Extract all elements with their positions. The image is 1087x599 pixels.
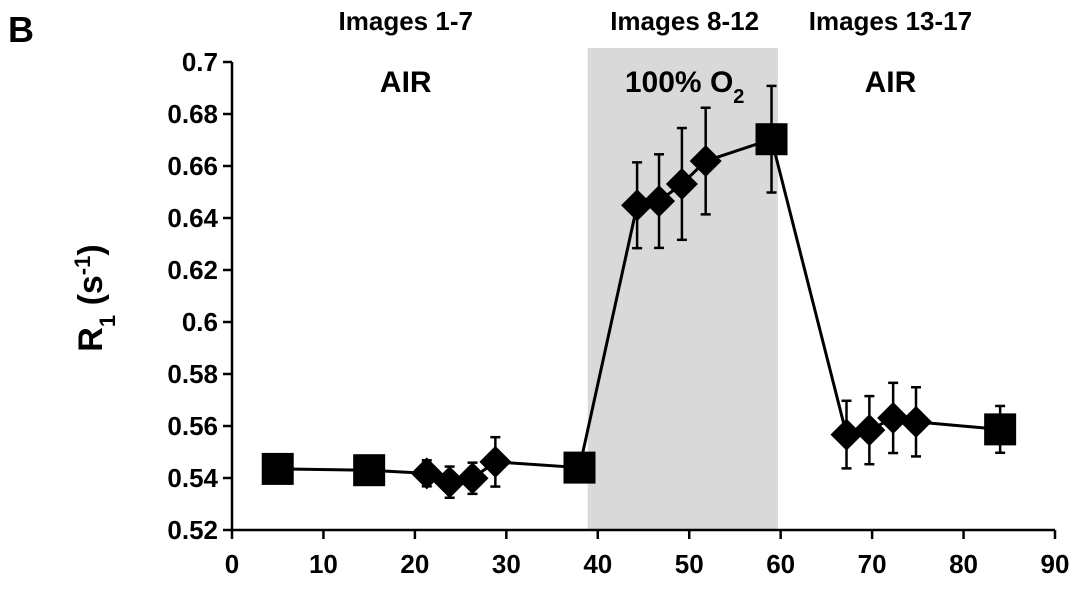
phase-header: Images 13-17 (809, 6, 972, 36)
phase-header: Images 1-7 (339, 6, 473, 36)
data-point-diamond (853, 414, 886, 447)
y-tick-label: 0.68 (167, 99, 218, 129)
data-point-diamond (830, 418, 863, 451)
data-point-diamond (665, 167, 698, 200)
x-tick-label: 30 (492, 549, 521, 579)
y-tick-label: 0.7 (182, 47, 218, 77)
data-point-diamond (433, 466, 466, 499)
y-label-superscript: -1 (70, 256, 95, 276)
phase-header: Images 8-12 (610, 6, 759, 36)
panel-label: B (8, 9, 34, 50)
oxygen-shaded-region (587, 48, 778, 530)
data-point-square (984, 413, 1017, 446)
data-point-square (563, 451, 596, 484)
data-point-diamond (479, 445, 512, 478)
data-point-square (755, 123, 788, 156)
x-tick-label: 10 (309, 549, 338, 579)
data-point-diamond (689, 145, 722, 178)
y-tick-label: 0.54 (167, 463, 218, 493)
x-tick-label: 20 (400, 549, 429, 579)
data-point-diamond (643, 185, 676, 218)
x-tick-label: 60 (766, 549, 795, 579)
y-tick-label: 0.52 (167, 515, 218, 545)
y-tick-label: 0.66 (167, 151, 218, 181)
data-point-diamond (900, 405, 933, 438)
x-tick-label: 90 (1041, 549, 1070, 579)
y-tick-label: 0.58 (167, 359, 218, 389)
data-point-diamond (877, 401, 910, 434)
y-tick-label: 0.62 (167, 255, 218, 285)
y-label-close: ) (72, 244, 110, 255)
y-axis-label: R1 (s-1) (70, 244, 120, 351)
y-label-subscript: 1 (95, 315, 120, 327)
y-tick-label: 0.6 (182, 307, 218, 337)
data-point-square (261, 452, 294, 485)
phase-condition-subscript: 2 (733, 86, 744, 108)
x-tick-label: 50 (675, 549, 704, 579)
y-tick-label: 0.64 (167, 203, 218, 233)
data-point-square (353, 454, 386, 487)
y-tick-label: 0.56 (167, 411, 218, 441)
x-tick-label: 80 (949, 549, 978, 579)
x-tick-label: 0 (225, 549, 239, 579)
phase-condition: AIR (865, 66, 917, 99)
y-label-unit: (s (72, 275, 110, 315)
data-point-diamond (621, 189, 654, 222)
data-point-diamond (456, 462, 489, 495)
x-tick-label: 70 (858, 549, 887, 579)
y-label-main: R (72, 327, 110, 352)
x-tick-label: 40 (583, 549, 612, 579)
phase-condition: AIR (380, 66, 432, 99)
